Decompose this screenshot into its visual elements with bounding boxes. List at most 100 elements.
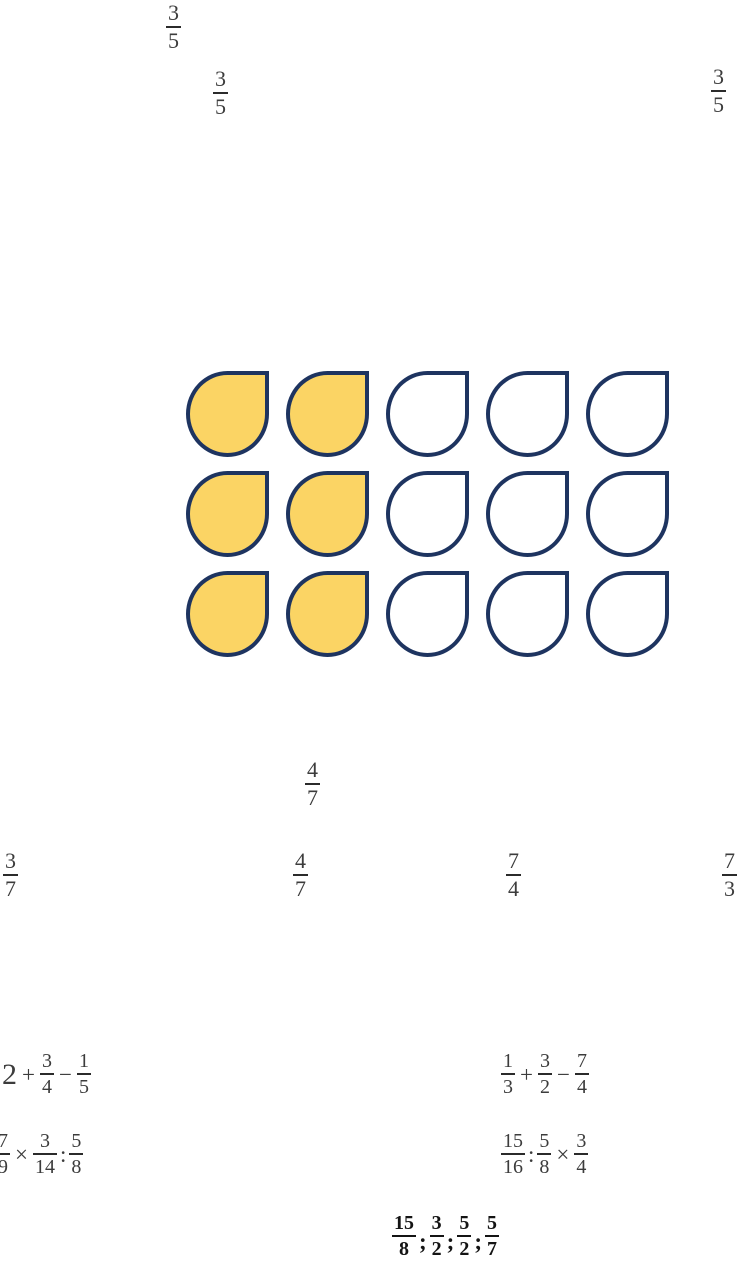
fraction-bar (574, 1153, 589, 1155)
denominator: 8 (71, 1156, 82, 1178)
numerator: 5 (71, 1130, 82, 1152)
droplet-shape-empty (486, 371, 569, 457)
denominator: 7 (487, 1238, 498, 1260)
droplet-shape-empty (486, 471, 569, 557)
fraction-bar (711, 89, 726, 92)
numerator: 3 (39, 1130, 50, 1152)
fraction-bar (537, 1153, 552, 1155)
fraction-bar (501, 1073, 515, 1075)
denominator: 8 (399, 1238, 409, 1260)
droplet-shape-filled (186, 471, 269, 557)
numerator: 5 (539, 1130, 550, 1152)
numerator: 4 (295, 848, 306, 873)
operator: − (556, 1062, 570, 1087)
numerator: 7 (576, 1050, 587, 1072)
denominator: 4 (576, 1076, 587, 1098)
fraction-bar (69, 1153, 84, 1155)
operator: − (58, 1062, 72, 1087)
droplet-shape-filled (186, 571, 269, 657)
fraction-bar (166, 25, 181, 28)
denominator: 7 (307, 784, 318, 810)
denominator: 9 (0, 1156, 8, 1178)
fraction-bar (485, 1235, 500, 1237)
denominator: 2 (431, 1238, 442, 1260)
fraction: 15 8 (392, 1212, 416, 1260)
denominator: 5 (78, 1076, 89, 1098)
fraction-bar (392, 1235, 416, 1237)
fraction-bar (3, 873, 18, 876)
numerator: 3 (576, 1130, 587, 1152)
whole-number: 2 (2, 1057, 17, 1091)
droplet-shape-empty (386, 471, 469, 557)
expression-add-sub-right: 1 3 +3 2−7 4 (501, 1050, 589, 1098)
fraction: 3 14 (32, 1130, 57, 1177)
fraction-bar (429, 1235, 444, 1237)
denominator: 3 (724, 875, 735, 901)
denominator: 5 (215, 93, 226, 119)
droplet-shape-empty (586, 471, 669, 557)
expression-mul-div-right: 15 16:5 8 × 3 4 (501, 1130, 589, 1178)
droplet-shape-filled (186, 371, 269, 457)
operator: : (528, 1142, 535, 1167)
denominator: 16 (503, 1156, 523, 1178)
fraction-bar (76, 1073, 91, 1075)
operator: + (520, 1062, 533, 1087)
denominator: 5 (713, 91, 724, 117)
denominator: 2 (539, 1076, 550, 1098)
fraction-bar (293, 873, 308, 876)
operator: ; (446, 1229, 455, 1254)
fraction-bar (0, 1153, 10, 1155)
fraction-bar (32, 1153, 57, 1155)
numerator: 1 (78, 1050, 89, 1072)
numerator: 4 (307, 757, 318, 782)
expression-add-sub-left: 2 +3 4−1 5 (2, 1050, 91, 1098)
numerator: 3 (713, 64, 724, 89)
droplet-shape-empty (586, 371, 669, 457)
numerator: 3 (431, 1212, 442, 1234)
denominator: 7 (5, 875, 16, 901)
denominator: 2 (459, 1238, 470, 1260)
numerator: 5 (459, 1212, 470, 1234)
droplet-shape-empty (586, 571, 669, 657)
denominator: 4 (41, 1076, 52, 1098)
numerator: 15 (503, 1130, 523, 1152)
droplet-shape-filled (286, 371, 369, 457)
fraction-bar (722, 873, 737, 876)
numerator: 5 (487, 1212, 498, 1234)
denominator: 3 (503, 1076, 513, 1098)
fraction-bar (537, 1073, 552, 1075)
expression-mul-div-left: 7 9 × 3 14:5 8 (0, 1130, 84, 1178)
numerator: 15 (394, 1212, 414, 1234)
operator: : (59, 1142, 67, 1167)
numerator: 7 (724, 848, 735, 873)
numerator: 3 (539, 1050, 550, 1072)
numerator: 3 (41, 1050, 52, 1072)
denominator: 4 (508, 875, 519, 901)
numerator: 7 (0, 1130, 8, 1152)
droplet-shape-empty (386, 571, 469, 657)
denominator: 8 (539, 1156, 550, 1178)
numerator: 3 (215, 66, 226, 91)
operator: ; (474, 1229, 483, 1254)
numerator: 7 (508, 848, 519, 873)
operator: ; (419, 1229, 427, 1254)
denominator: 4 (576, 1156, 587, 1178)
droplet-shape-empty (486, 571, 569, 657)
numerator: 3 (168, 0, 179, 25)
